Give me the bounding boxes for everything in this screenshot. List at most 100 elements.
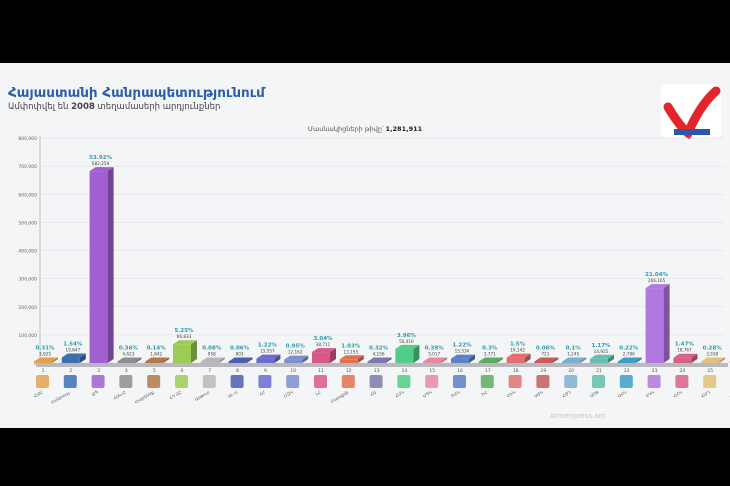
bar [590, 358, 608, 363]
percent-label: 0.95% [286, 344, 306, 350]
percent-label: 0.06% [536, 346, 556, 352]
percent-label: 1.17% [591, 343, 611, 349]
y-tick-label: 600,000 [18, 192, 37, 198]
bar-top [478, 357, 503, 362]
party-logo-icon [258, 375, 272, 388]
watermark: Armenpress.am [550, 412, 606, 420]
value-label: 66,833 [177, 334, 192, 339]
party-name: Հայաքվե [329, 389, 349, 404]
results-bar-chart: 0 100,000 200,000 300,000 400,000 500,000 600,… [18, 136, 730, 405]
bar-top [89, 167, 114, 172]
bar-top [367, 357, 392, 362]
value-label: 19,647 [65, 347, 80, 352]
party-name: ՀՆԿ [728, 390, 730, 399]
party-logo-icon [619, 375, 633, 388]
party-logo-icon [230, 375, 244, 388]
percent-label: 0.39% [425, 346, 445, 352]
bar-top [617, 357, 642, 362]
bar [89, 171, 108, 363]
percent-label: 3.96% [397, 333, 417, 339]
bar [562, 361, 581, 363]
value-label: 15,534 [455, 349, 470, 354]
party-name: ՀԵԿ [506, 390, 516, 399]
y-tick-label: 800,000 [18, 136, 37, 142]
category-number: 8 [236, 368, 239, 374]
category-number: 16 [457, 368, 463, 374]
percent-label: 1.5% [510, 342, 526, 348]
percent-label: 0.28% [703, 346, 723, 352]
value-label: 5,017 [428, 352, 440, 357]
category-number: 7 [208, 368, 211, 374]
bar [534, 361, 553, 363]
bar-side [135, 357, 142, 363]
category-number: 12 [346, 368, 352, 374]
axis-floor [36, 363, 728, 367]
percent-label: 5.25% [174, 328, 194, 334]
bar-top [562, 357, 587, 362]
bar [61, 357, 80, 363]
bar-side [552, 357, 559, 363]
bar-top [34, 357, 58, 362]
party-logo-icon [286, 375, 300, 388]
party-name: ՀԱՄ [33, 389, 44, 398]
percent-label: 0.08% [202, 346, 222, 352]
bar-side [635, 357, 642, 363]
bar-top [673, 353, 698, 358]
bar-top [228, 357, 253, 362]
bar-side [580, 357, 587, 363]
bar-top [312, 348, 336, 353]
value-label: 15,557 [260, 349, 275, 354]
bar [145, 361, 164, 363]
percent-label: 0.3% [482, 346, 498, 352]
bar-side [163, 357, 170, 363]
value-label: 14,925 [594, 349, 609, 354]
party-logo-icon [703, 375, 717, 388]
category-number: 2 [69, 368, 72, 374]
party-logo-icon [675, 375, 689, 388]
percent-label: 1.22% [452, 343, 472, 349]
page-title: Հայաստանի Հանրապետությունում [8, 85, 265, 101]
value-label: 3,558 [706, 352, 718, 357]
bar [617, 361, 636, 363]
percent-label: 0.14% [147, 346, 167, 352]
y-tick-label: 100,000 [18, 333, 37, 339]
party-logo-icon [314, 375, 327, 388]
bar [423, 361, 442, 363]
bar [339, 359, 358, 363]
value-label: 13,155 [343, 349, 358, 354]
party-name: ՀՅԴ [561, 389, 572, 398]
value-label: 3,925 [39, 352, 51, 357]
value-label: 2,786 [623, 352, 635, 357]
bar [173, 344, 191, 363]
bar [117, 361, 136, 363]
bar-top [200, 357, 225, 362]
participants-count: Մասնակիցների թիվը՝ 1,281,911 [0, 125, 730, 133]
bar [645, 288, 664, 363]
category-number: 14 [402, 368, 408, 374]
bar-top [645, 284, 670, 289]
party-name: ՀԿԿ [645, 390, 655, 399]
party-logo-icon [36, 375, 49, 388]
bar-top [590, 354, 614, 359]
bar [395, 348, 414, 363]
party-name: ՀԴ ՀԸ [168, 390, 182, 401]
party-name: ԱԺԿ [533, 390, 544, 399]
bar-side [469, 354, 475, 363]
party-name: Արթուր [194, 389, 211, 402]
party-name: ՀԱ [369, 390, 377, 397]
party-logo-icon [508, 375, 522, 388]
bar-side [357, 355, 364, 363]
percent-label: 1.54% [63, 341, 83, 347]
party-logo-icon [453, 375, 466, 388]
value-label: 12,162 [288, 350, 303, 355]
bar-top [339, 355, 364, 360]
percent-label: 0.06% [230, 346, 250, 352]
bar-side [330, 348, 336, 363]
percent-label: 1.22% [258, 343, 278, 349]
party-logo-icon [425, 375, 439, 388]
category-number: 9 [264, 368, 267, 374]
percent-label: 21.04% [645, 272, 668, 278]
party-logo-icon [175, 375, 188, 388]
bar-top [117, 357, 142, 362]
party-logo-icon [91, 375, 105, 388]
